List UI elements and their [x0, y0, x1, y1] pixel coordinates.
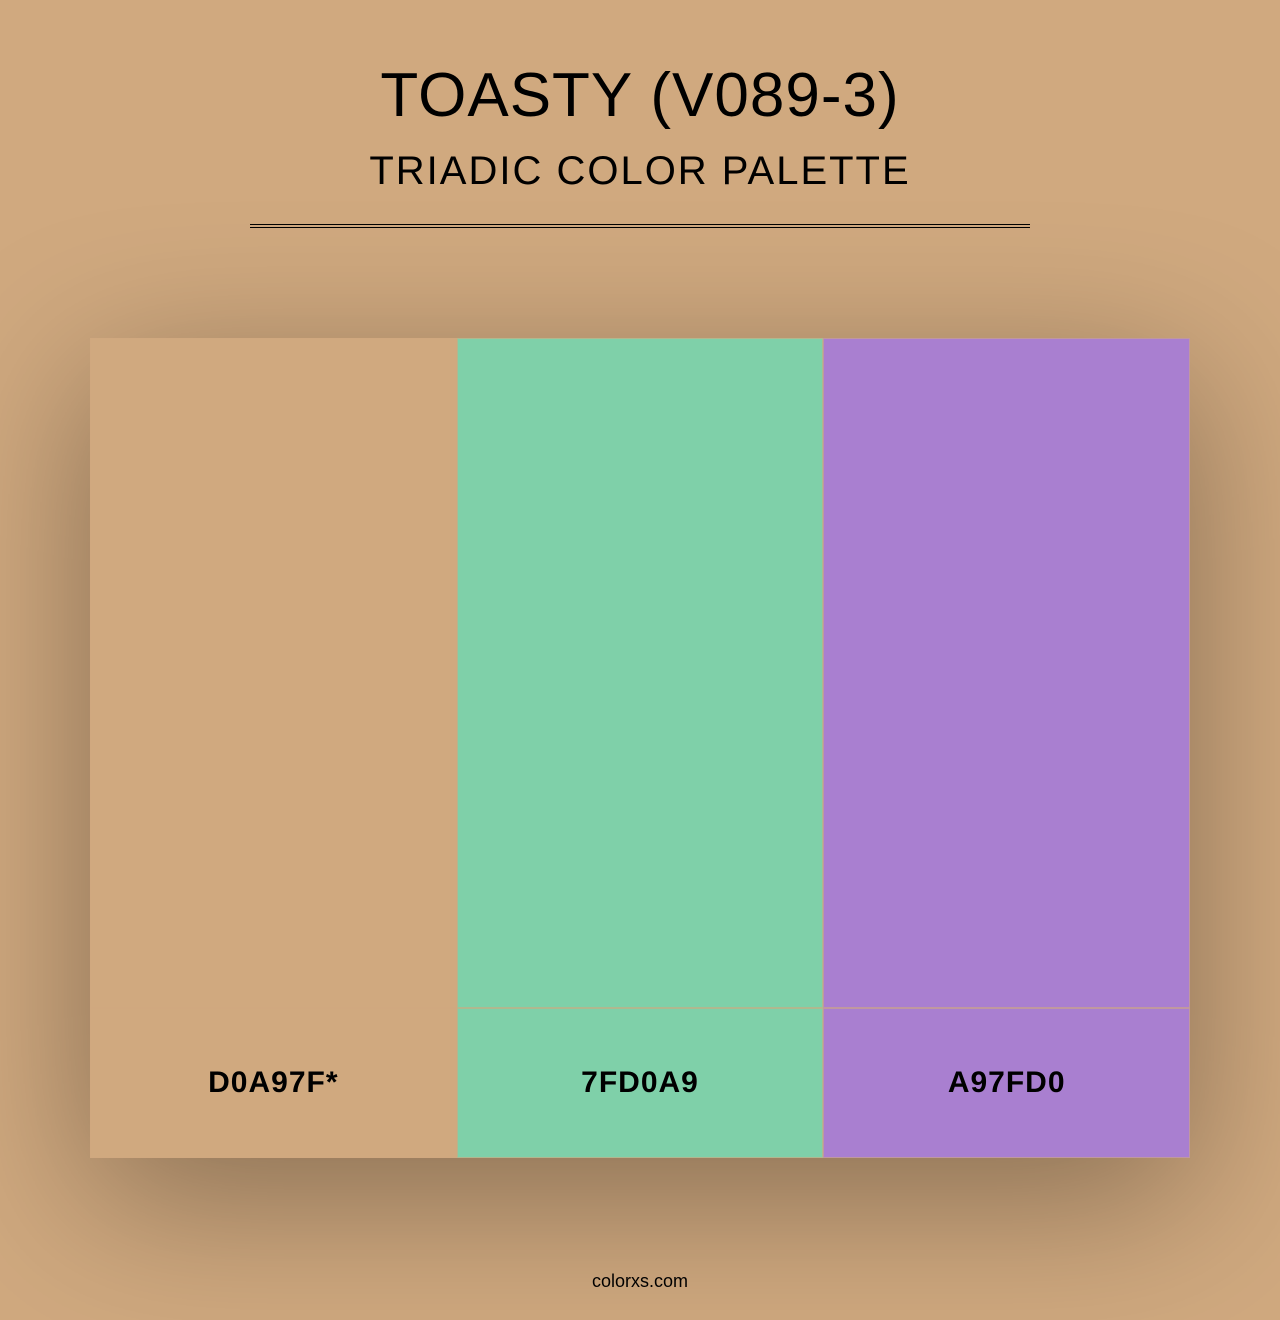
swatch-label-0: D0A97F*: [208, 1066, 338, 1100]
palette: D0A97F* 7FD0A9 A97FD0: [90, 338, 1190, 1158]
label-cell-1: 7FD0A9: [457, 1008, 824, 1158]
swatch-2: [823, 338, 1190, 1008]
swatch-label-2: A97FD0: [948, 1066, 1066, 1100]
divider: [250, 224, 1030, 228]
page-subtitle: TRIADIC COLOR PALETTE: [0, 149, 1280, 194]
swatch-0: [90, 338, 457, 1008]
swatch-label-1: 7FD0A9: [581, 1066, 699, 1100]
label-row: D0A97F* 7FD0A9 A97FD0: [90, 1008, 1190, 1158]
page-title: TOASTY (V089-3): [0, 60, 1280, 131]
footer-credit: colorxs.com: [0, 1271, 1280, 1292]
swatch-1: [457, 338, 824, 1008]
label-cell-0: D0A97F*: [90, 1008, 457, 1158]
header: TOASTY (V089-3) TRIADIC COLOR PALETTE: [0, 0, 1280, 228]
label-cell-2: A97FD0: [823, 1008, 1190, 1158]
swatch-row: [90, 338, 1190, 1008]
